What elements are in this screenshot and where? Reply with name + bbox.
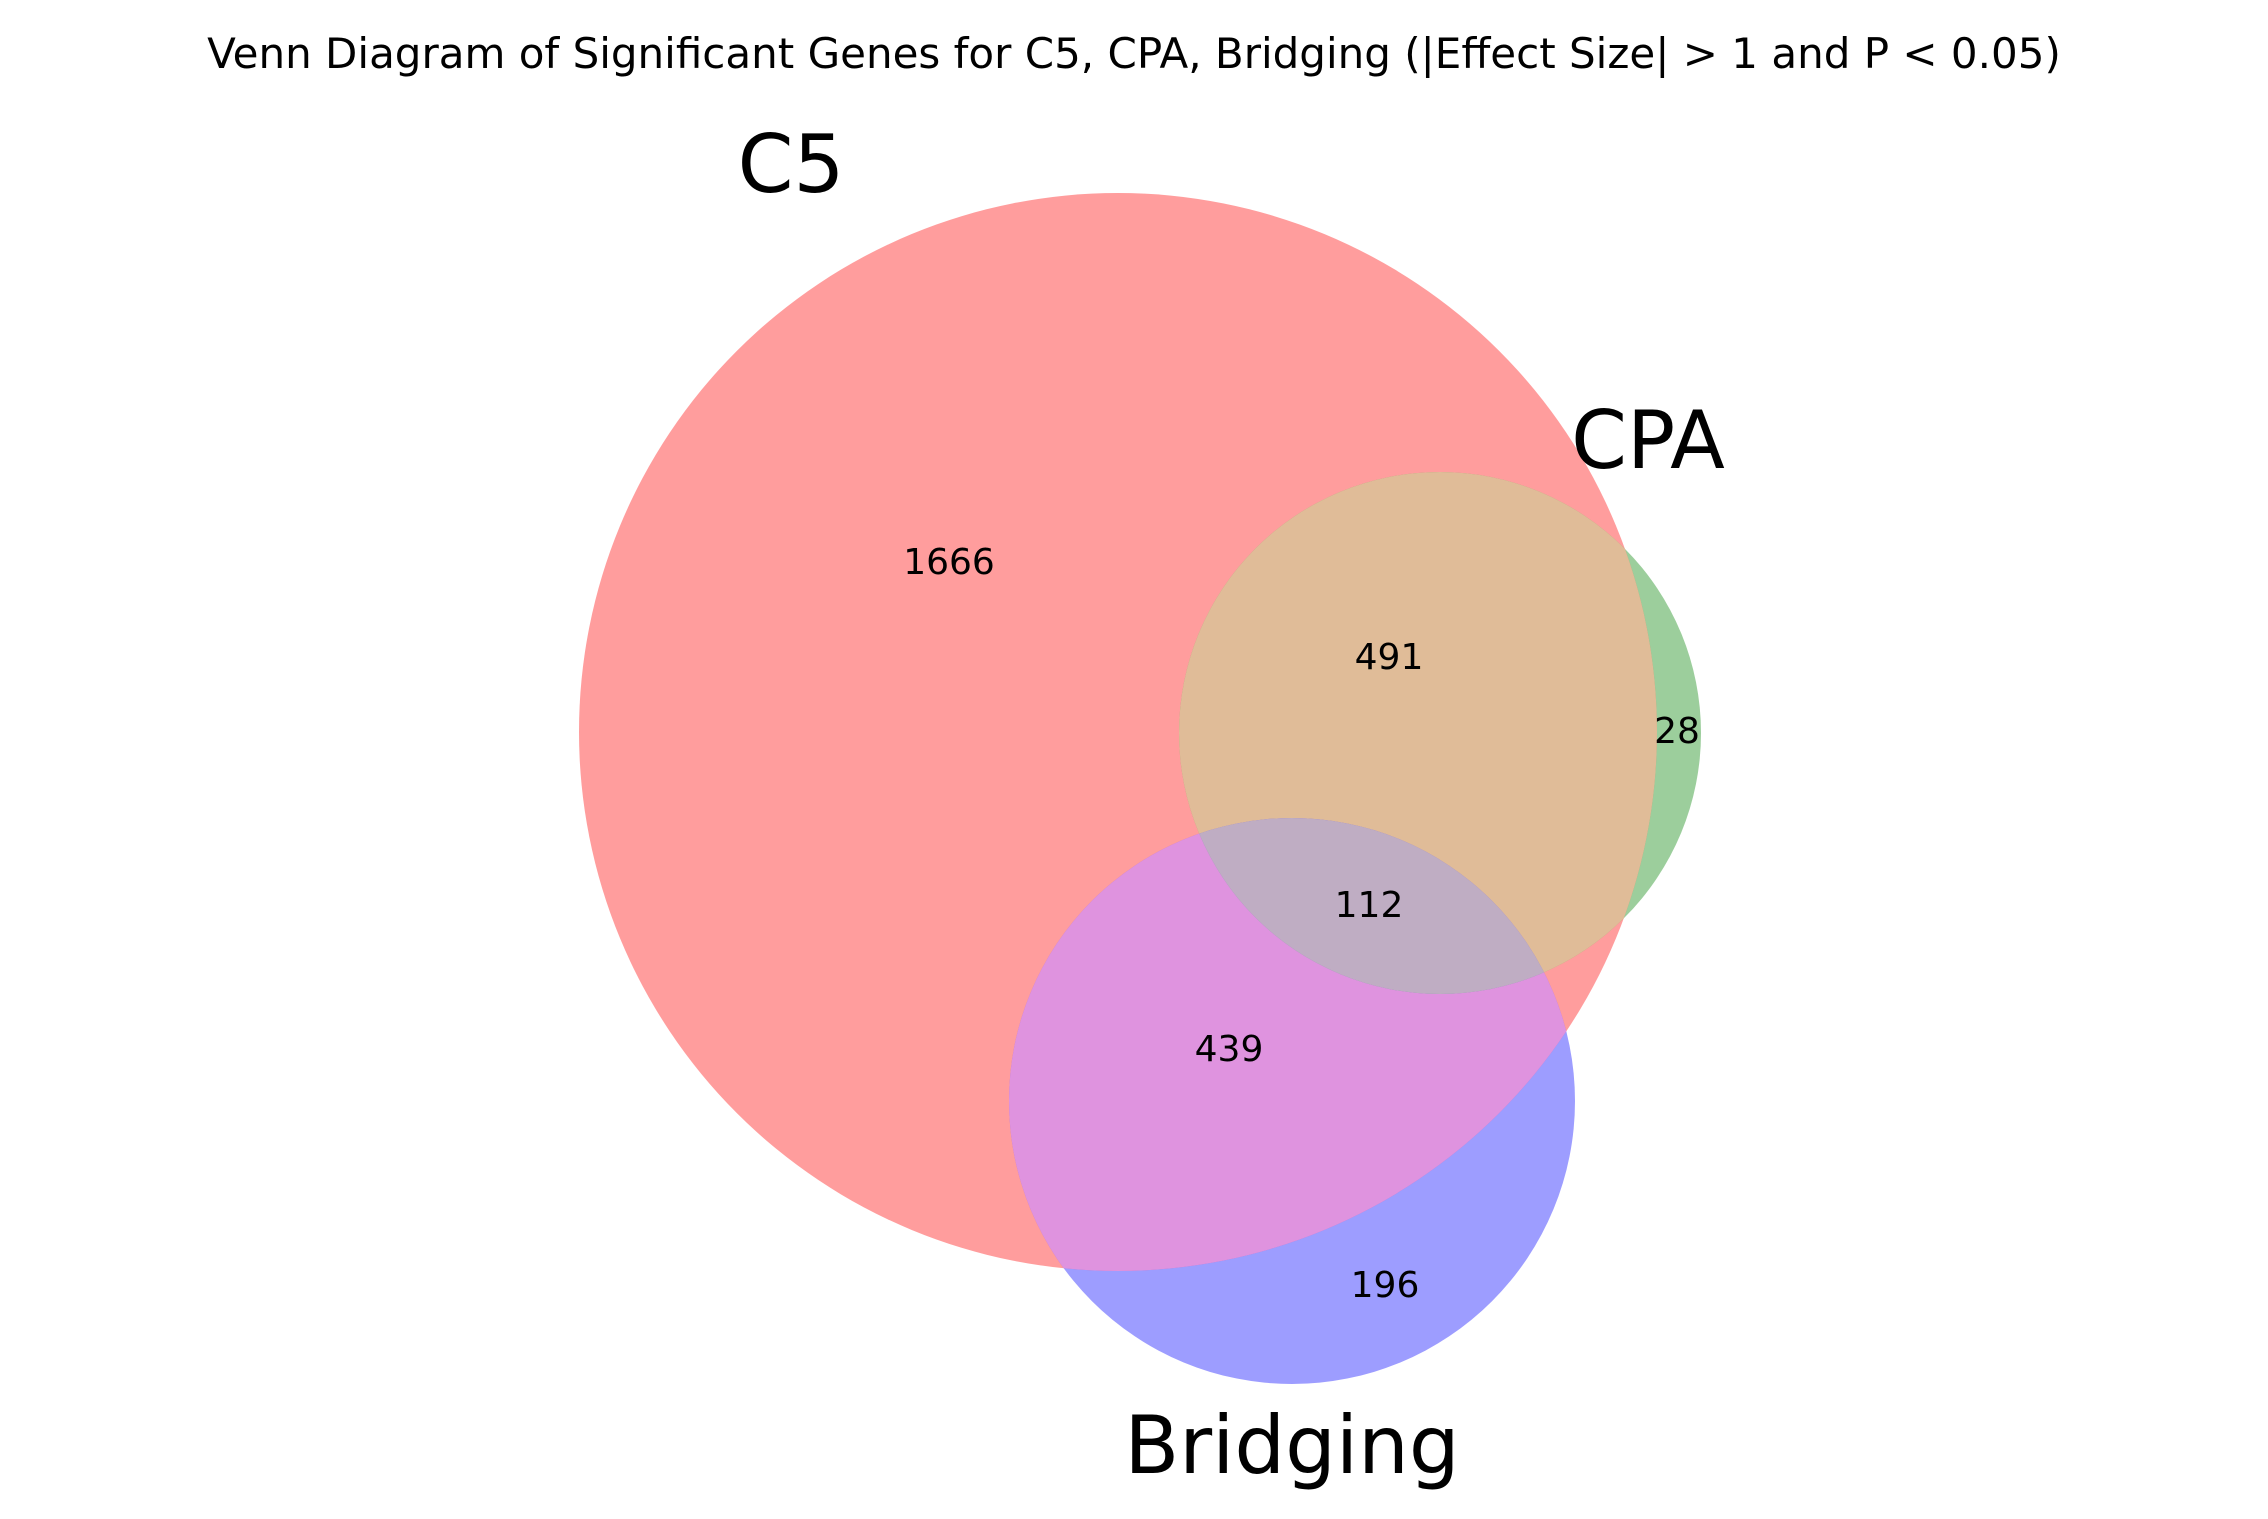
- count-bridging-only: 196: [1351, 1265, 1420, 1306]
- count-c5-only: 1666: [903, 542, 995, 583]
- count-c5-cpa: 491: [1355, 637, 1424, 678]
- region-all-three-overlap: [1179, 818, 1575, 994]
- count-c5-bridging: 439: [1195, 1029, 1264, 1070]
- count-cpa-only: 28: [1654, 711, 1700, 752]
- diagram-title: Venn Diagram of Significant Genes for C5…: [207, 29, 2061, 78]
- set-label-c5: C5: [738, 118, 845, 211]
- count-all-three: 112: [1335, 885, 1404, 926]
- set-label-bridging: Bridging: [1124, 1399, 1459, 1492]
- set-label-cpa: CPA: [1571, 394, 1725, 487]
